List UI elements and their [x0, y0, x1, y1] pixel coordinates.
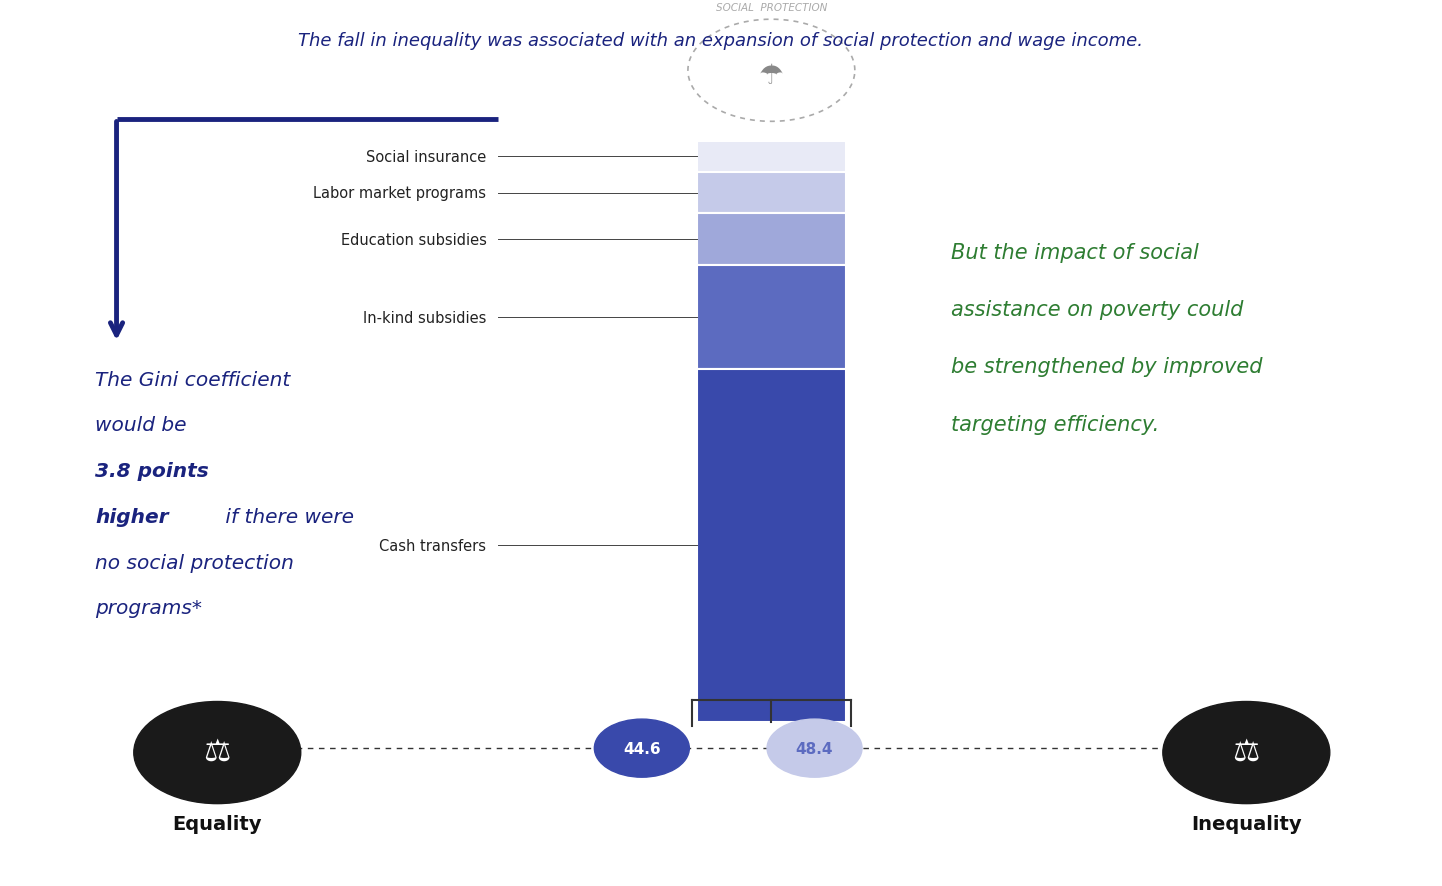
Text: would be: would be: [95, 416, 193, 435]
Text: But the impact of social: But the impact of social: [952, 243, 1200, 262]
Text: Education subsidies: Education subsidies: [340, 232, 486, 247]
Circle shape: [1162, 702, 1330, 804]
Text: Inequality: Inequality: [1191, 814, 1302, 833]
Text: targeting efficiency.: targeting efficiency.: [952, 414, 1159, 434]
Text: Cash transfers: Cash transfers: [379, 539, 486, 553]
Text: be strengthened by improved: be strengthened by improved: [952, 357, 1263, 377]
Text: ☂: ☂: [758, 62, 784, 89]
Text: Labor market programs: Labor market programs: [313, 186, 486, 201]
Circle shape: [594, 719, 689, 777]
Text: Social insurance: Social insurance: [366, 150, 486, 165]
Text: ⚖: ⚖: [1233, 736, 1260, 766]
Bar: [696, 173, 846, 214]
Text: if there were: if there were: [219, 508, 353, 526]
Bar: [696, 142, 846, 173]
Text: In-kind subsidies: In-kind subsidies: [363, 310, 486, 325]
Text: 44.6: 44.6: [623, 741, 660, 756]
Text: The Gini coefficient: The Gini coefficient: [95, 370, 290, 389]
Text: 3.8 points: 3.8 points: [95, 462, 209, 480]
Text: no social protection: no social protection: [95, 553, 294, 572]
Text: SOCIAL  PROTECTION: SOCIAL PROTECTION: [715, 4, 828, 13]
Bar: [696, 369, 846, 722]
Text: assistance on poverty could: assistance on poverty could: [952, 299, 1243, 320]
Bar: [696, 214, 846, 266]
Circle shape: [134, 702, 301, 804]
Text: 48.4: 48.4: [796, 741, 833, 756]
Bar: [696, 266, 846, 369]
Text: programs*: programs*: [95, 599, 202, 618]
Text: ⚖: ⚖: [203, 736, 231, 766]
Text: Equality: Equality: [173, 814, 262, 833]
Text: The fall in inequality was associated with an expansion of social protection and: The fall in inequality was associated wi…: [298, 32, 1144, 50]
Circle shape: [767, 719, 862, 777]
Text: higher: higher: [95, 508, 169, 526]
